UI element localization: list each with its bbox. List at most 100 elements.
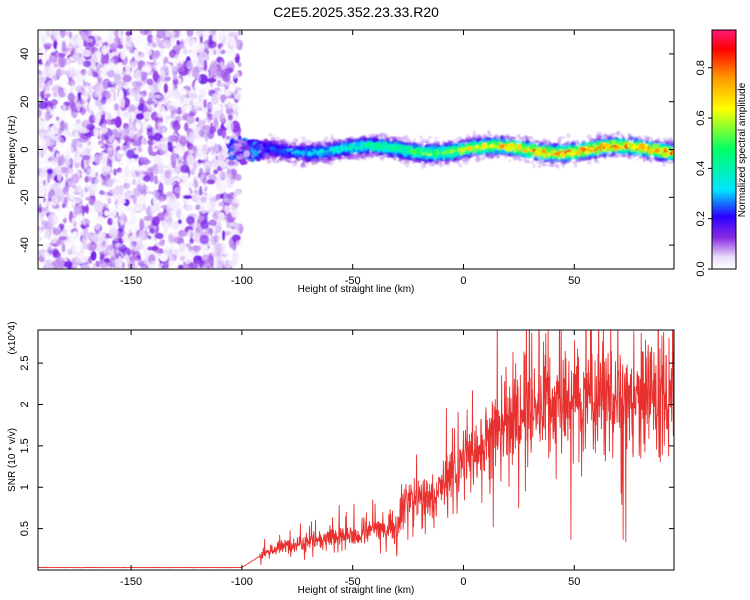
heatmap-cell xyxy=(78,135,89,143)
heatmap-cell xyxy=(67,78,76,87)
heatmap-cell xyxy=(162,39,172,49)
heatmap-cell xyxy=(111,128,118,136)
heatmap-cell xyxy=(216,255,222,267)
heatmap-cell xyxy=(38,71,44,76)
heatmap-cell xyxy=(88,83,93,93)
heatmap-cell xyxy=(662,161,666,167)
heatmap-cell xyxy=(71,230,78,242)
heatmap-cell xyxy=(62,149,71,159)
heatmap-cell xyxy=(406,138,411,143)
heatmap-cell xyxy=(110,149,116,157)
heatmap-cell xyxy=(193,176,197,184)
heatmap-cell xyxy=(433,137,438,140)
heatmap-cell xyxy=(246,139,254,146)
heatmap-cell xyxy=(255,139,259,143)
heatmap-cell xyxy=(206,77,217,83)
heatmap-cell xyxy=(68,193,77,200)
heatmap-cell xyxy=(219,30,229,37)
heatmap-cell xyxy=(176,208,182,219)
heatmap-cell xyxy=(561,162,565,169)
heatmap-cell xyxy=(95,260,100,268)
heatmap-cell xyxy=(330,137,334,140)
heatmap-cell xyxy=(173,186,182,194)
heatmap-cell xyxy=(92,53,98,65)
heatmap-cell xyxy=(119,213,127,225)
heatmap-cell xyxy=(135,241,144,250)
heatmap-cell xyxy=(194,194,199,205)
heatmap-cell xyxy=(46,51,50,60)
heatmap-cell xyxy=(170,172,176,178)
heatmap-cell xyxy=(99,30,104,36)
heatmap-cell xyxy=(112,220,117,229)
heatmap-cell xyxy=(102,78,111,89)
heatmap-cell xyxy=(130,95,136,101)
heatmap-cell xyxy=(185,43,190,51)
heatmap-cell xyxy=(146,78,154,86)
heatmap-cell xyxy=(138,230,146,239)
heatmap-cell xyxy=(523,157,527,163)
heatmap-cell xyxy=(165,115,171,120)
heatmap-cell xyxy=(68,121,74,134)
heatmap-cell xyxy=(80,188,84,199)
heatmap-cell xyxy=(83,227,89,236)
heatmap-cell xyxy=(189,238,194,244)
heatmap-cell xyxy=(606,136,613,142)
heatmap-cell xyxy=(208,34,214,46)
heatmap-cell xyxy=(135,35,144,47)
heatmap-cell xyxy=(206,30,212,36)
heatmap-cell xyxy=(72,186,80,191)
heatmap-cell xyxy=(91,262,97,269)
heatmap-cell xyxy=(65,104,69,110)
heatmap-cell xyxy=(113,247,118,255)
heatmap-cell xyxy=(171,221,180,229)
heatmap-cell xyxy=(194,260,203,269)
heatmap-cell xyxy=(118,30,122,39)
heatmap-cell xyxy=(122,227,127,238)
heatmap-cell xyxy=(217,43,222,50)
heatmap-cell xyxy=(165,31,172,37)
heatmap-cell xyxy=(531,160,534,164)
heatmap-cell xyxy=(94,219,101,230)
heatmap-cell xyxy=(156,109,161,119)
heatmap-cell xyxy=(140,252,145,262)
heatmap-cell xyxy=(548,163,555,167)
heatmap-cell xyxy=(178,242,186,253)
heatmap-cell xyxy=(121,234,129,243)
heatmap-cell xyxy=(191,245,202,252)
heatmap-cell xyxy=(102,109,106,120)
heatmap-cell xyxy=(538,166,541,169)
heatmap-cell xyxy=(38,33,43,40)
heatmap-cell xyxy=(72,53,80,61)
heatmap-cell xyxy=(219,113,226,123)
heatmap-cell xyxy=(227,198,236,204)
heatmap-cell xyxy=(428,135,432,139)
heatmap-cell xyxy=(207,129,214,140)
heatmap-cell xyxy=(96,39,104,45)
heatmap-cell xyxy=(106,69,116,78)
heatmap-cell xyxy=(159,69,166,81)
heatmap-cell xyxy=(123,127,130,137)
heatmap-cell xyxy=(177,63,185,73)
heatmap-cell xyxy=(67,92,75,103)
heatmap-cell xyxy=(104,210,110,217)
heatmap-cell xyxy=(56,131,62,142)
heatmap-cell xyxy=(180,174,187,185)
heatmap-cell xyxy=(151,52,159,61)
heatmap-cell xyxy=(76,254,85,264)
heatmap-cell xyxy=(121,247,131,257)
heatmap-cell xyxy=(207,152,214,162)
heatmap-cell xyxy=(227,259,238,267)
heatmap-cell xyxy=(218,201,226,207)
heatmap-cell xyxy=(151,42,158,48)
heatmap-cell xyxy=(116,149,125,154)
heatmap-cell xyxy=(103,44,110,54)
heatmap-cell xyxy=(128,112,136,122)
heatmap-cell xyxy=(105,149,112,159)
heatmap-cell xyxy=(104,59,110,65)
heatmap-cell xyxy=(456,136,462,141)
heatmap-cell xyxy=(69,99,75,109)
heatmap-cell xyxy=(439,160,443,165)
heatmap-cell xyxy=(192,59,198,64)
